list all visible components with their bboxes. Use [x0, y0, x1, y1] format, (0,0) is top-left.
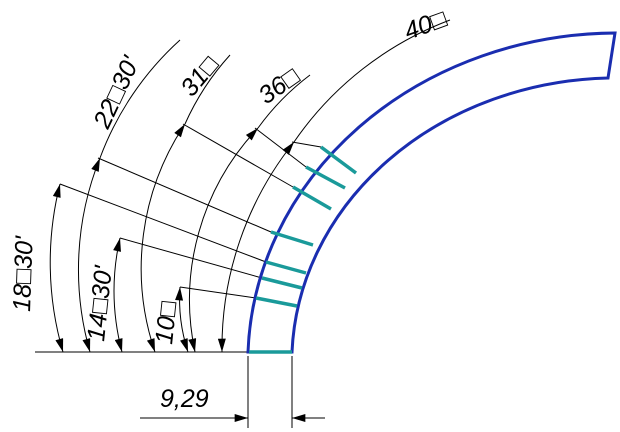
part-outline — [246, 31, 617, 354]
angle-label: 10□ — [150, 299, 182, 345]
angle-label: 31□ — [175, 50, 225, 102]
angle-label: 14□30' — [82, 263, 118, 342]
dimension-lines — [35, 19, 451, 428]
angle-label: 40□ — [400, 4, 451, 45]
angle-label: 22□30' — [88, 51, 146, 133]
angle-label: 36□ — [253, 62, 305, 110]
section-lines — [249, 145, 358, 354]
angle-label: 18□30' — [8, 235, 39, 313]
width-label: 9,29 — [160, 385, 209, 413]
